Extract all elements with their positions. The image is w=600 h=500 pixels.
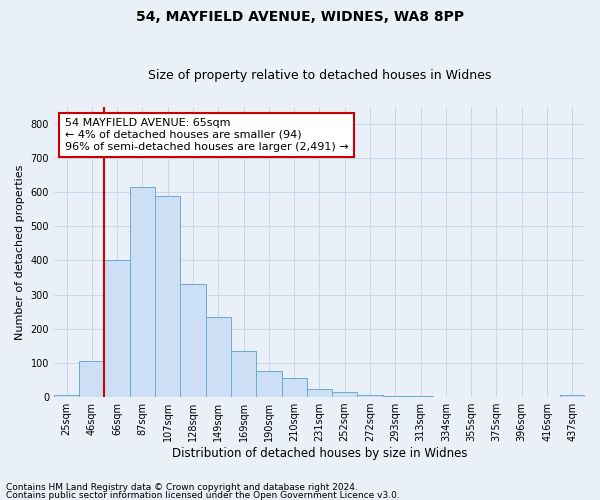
Bar (281, 378, 307, 397)
Bar (54, 396, 79, 397)
Bar (79, 361, 104, 397)
Bar (231, 351, 256, 397)
Bar (307, 388, 332, 397)
Bar (560, 396, 585, 397)
Bar (155, 196, 181, 397)
X-axis label: Distribution of detached houses by size in Widnes: Distribution of detached houses by size … (172, 447, 467, 460)
Text: Contains HM Land Registry data © Crown copyright and database right 2024.: Contains HM Land Registry data © Crown c… (6, 484, 358, 492)
Text: 54 MAYFIELD AVENUE: 65sqm
← 4% of detached houses are smaller (94)
96% of semi-d: 54 MAYFIELD AVENUE: 65sqm ← 4% of detach… (65, 118, 348, 152)
Bar (383, 396, 408, 397)
Bar (181, 284, 206, 397)
Title: Size of property relative to detached houses in Widnes: Size of property relative to detached ho… (148, 69, 491, 82)
Bar (358, 396, 383, 397)
Y-axis label: Number of detached properties: Number of detached properties (15, 164, 25, 340)
Bar (130, 187, 155, 397)
Bar (332, 392, 358, 397)
Bar (206, 317, 231, 397)
Text: 54, MAYFIELD AVENUE, WIDNES, WA8 8PP: 54, MAYFIELD AVENUE, WIDNES, WA8 8PP (136, 10, 464, 24)
Text: Contains public sector information licensed under the Open Government Licence v3: Contains public sector information licen… (6, 490, 400, 500)
Bar (104, 260, 130, 397)
Bar (408, 396, 433, 397)
Bar (256, 372, 281, 397)
